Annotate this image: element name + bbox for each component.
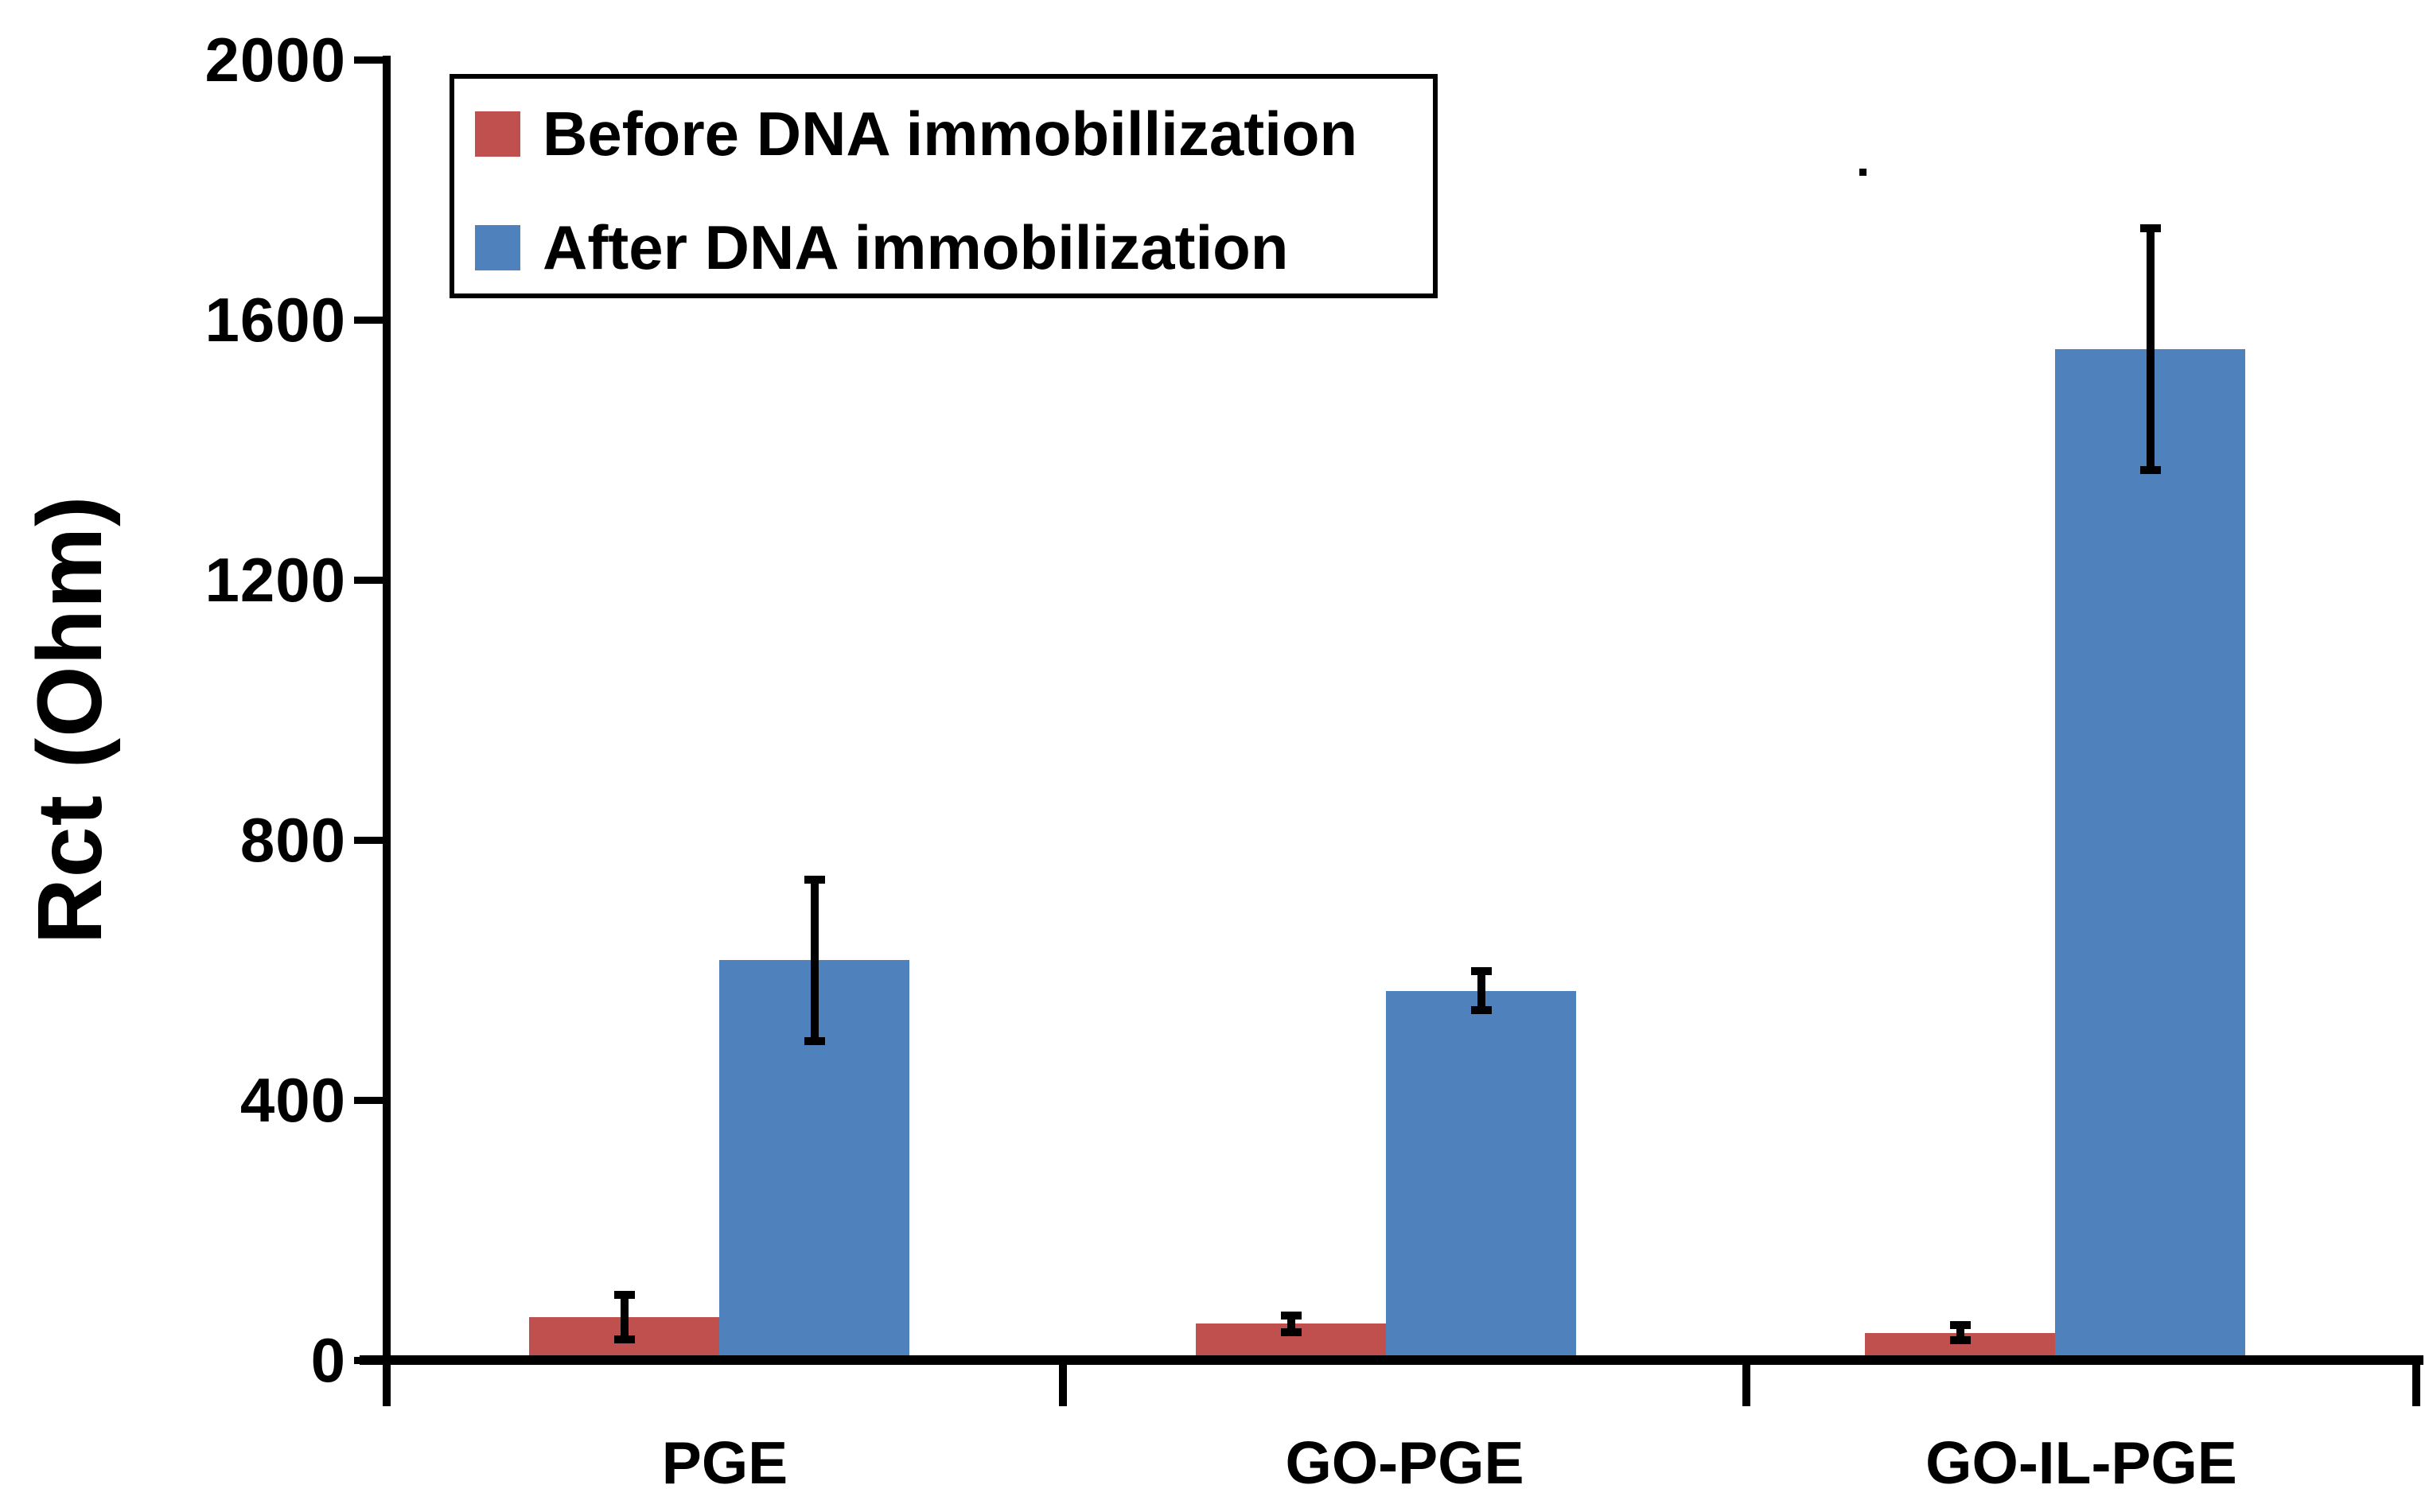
category-label-go-pge: GO-PGE [1285,1429,1524,1496]
y-tick-2000 [354,56,383,64]
error-bar-before-go-il-pge-cap-bottom [1949,1336,1971,1345]
error-bar-after-go-pge-line [1477,967,1485,1015]
legend-item-after: After DNA immobilization [475,214,1288,281]
error-bar-before-pge-cap-bottom [613,1335,635,1343]
error-bar-before-go-pge-cap-bottom [1280,1327,1302,1336]
error-bar-after-go-il-pge-cap-top [2139,223,2161,232]
y-tick-label-0: 0 [310,1325,346,1395]
y-tick-1600 [354,316,383,324]
stray-dot-artifact [1859,169,1867,176]
category-label-pge: PGE [661,1429,788,1496]
error-bar-before-go-il-pge-line [1956,1320,1964,1345]
legend: Before DNA immobillization After DNA immo… [450,74,1438,298]
error-bar-after-pge-line [810,875,819,1045]
legend-swatch-before [475,111,520,157]
error-bar-after-pge-cap-bottom [804,1036,825,1045]
y-tick-0 [354,1356,383,1364]
error-bar-before-go-il-pge-cap-top [1949,1320,1971,1329]
error-bar-before-pge-line [620,1291,629,1343]
bar-after-go-il-pge [2055,348,2245,1360]
error-bar-after-go-il-pge-line [2146,223,2155,474]
x-tick-2 [1742,1365,1750,1406]
y-tick-label-1600: 1600 [204,285,346,355]
legend-swatch-after [475,224,520,270]
error-bar-before-go-pge-cap-top [1280,1311,1302,1320]
error-bar-before-pge-cap-top [613,1291,635,1300]
y-tick-label-800: 800 [239,805,346,875]
y-tick-label-2000: 2000 [204,25,346,95]
legend-label-after: After DNA immobilization [543,212,1289,282]
y-tick-1200 [354,576,383,584]
error-bar-after-go-pge-cap-bottom [1470,1006,1492,1015]
category-label-go-il-pge: GO-IL-PGE [1925,1429,2237,1496]
error-bar-after-go-il-pge-cap-bottom [2139,465,2161,474]
y-tick-400 [354,1096,383,1104]
y-tick-label-400: 400 [239,1065,346,1135]
legend-item-before: Before DNA immobillization [475,100,1357,167]
x-axis-line [360,1355,2423,1365]
x-tick-1 [1059,1365,1067,1406]
x-tick-0 [383,1365,391,1406]
y-axis-title: Rct (Ohm) [19,495,121,945]
bar-after-go-pge [1386,990,1576,1360]
error-bar-after-go-pge-cap-top [1470,967,1492,976]
y-tick-label-1200: 1200 [204,545,346,615]
error-bar-after-pge-cap-top [804,875,825,884]
error-bar-before-go-pge-line [1287,1311,1295,1336]
y-tick-800 [354,836,383,844]
legend-label-before: Before DNA immobillization [543,99,1358,169]
y-axis-line [383,56,391,1365]
x-tick-3 [2412,1365,2420,1406]
